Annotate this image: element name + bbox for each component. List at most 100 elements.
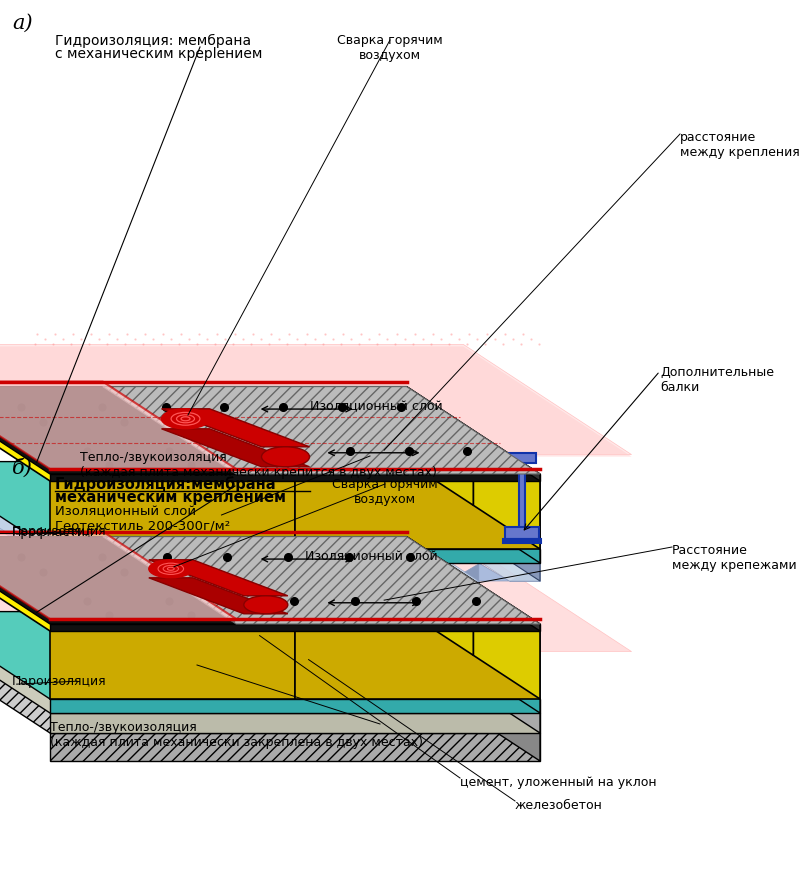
Polygon shape bbox=[0, 386, 540, 474]
Polygon shape bbox=[149, 560, 288, 596]
Polygon shape bbox=[192, 494, 356, 581]
Polygon shape bbox=[162, 429, 310, 467]
Text: Тепло-/звукоизоляция
(каждая плита механически закреплена в двух местах): Тепло-/звукоизоляция (каждая плита механ… bbox=[50, 721, 423, 749]
Polygon shape bbox=[314, 494, 478, 581]
Polygon shape bbox=[162, 393, 474, 437]
Text: Изоляционный слой: Изоляционный слой bbox=[55, 505, 196, 518]
Polygon shape bbox=[356, 563, 387, 581]
Polygon shape bbox=[418, 563, 448, 581]
Polygon shape bbox=[173, 563, 203, 581]
Polygon shape bbox=[0, 393, 228, 437]
Polygon shape bbox=[0, 476, 81, 563]
Text: с механическим крeplением: с механическим крeplением bbox=[55, 47, 262, 61]
Polygon shape bbox=[0, 437, 295, 481]
Polygon shape bbox=[502, 538, 541, 543]
Text: Геотекстиль 200-300г/м²: Геотекстиль 200-300г/м² bbox=[55, 519, 230, 532]
Polygon shape bbox=[406, 393, 474, 505]
Polygon shape bbox=[376, 494, 540, 581]
Polygon shape bbox=[346, 476, 510, 563]
Polygon shape bbox=[0, 476, 142, 563]
Polygon shape bbox=[510, 563, 540, 581]
Polygon shape bbox=[102, 537, 540, 624]
Polygon shape bbox=[228, 587, 540, 631]
Text: Профнастил: Профнастил bbox=[12, 526, 94, 539]
Polygon shape bbox=[39, 476, 203, 563]
Polygon shape bbox=[406, 386, 540, 481]
Polygon shape bbox=[0, 461, 540, 549]
Polygon shape bbox=[50, 713, 540, 733]
Text: цемент, уложенный на уклон: цемент, уложенный на уклон bbox=[460, 776, 657, 789]
Polygon shape bbox=[474, 437, 540, 549]
Polygon shape bbox=[0, 382, 236, 469]
Ellipse shape bbox=[244, 596, 288, 614]
Text: Сварка горячим
воздухом: Сварка горячим воздухом bbox=[337, 34, 443, 62]
Polygon shape bbox=[162, 409, 310, 447]
Polygon shape bbox=[264, 563, 295, 581]
Polygon shape bbox=[295, 563, 326, 581]
Polygon shape bbox=[406, 612, 540, 713]
Text: железобетон: железобетон bbox=[515, 799, 603, 812]
Polygon shape bbox=[0, 625, 540, 713]
Text: Расстояние
между крепежами: Расстояние между крепежами bbox=[672, 544, 797, 572]
Polygon shape bbox=[223, 476, 387, 563]
Polygon shape bbox=[111, 563, 142, 581]
Polygon shape bbox=[50, 474, 540, 481]
Polygon shape bbox=[448, 563, 478, 581]
Text: Сварка горячим
воздухом: Сварка горячим воздухом bbox=[332, 478, 438, 506]
Ellipse shape bbox=[162, 409, 210, 429]
Polygon shape bbox=[50, 549, 540, 563]
Polygon shape bbox=[70, 494, 234, 581]
Polygon shape bbox=[406, 476, 540, 581]
Polygon shape bbox=[149, 578, 288, 614]
Polygon shape bbox=[50, 733, 540, 761]
Polygon shape bbox=[142, 563, 173, 581]
Polygon shape bbox=[478, 563, 510, 581]
Polygon shape bbox=[406, 625, 540, 733]
Text: расстояние
между креплениями: расстояние между креплениями bbox=[680, 131, 800, 159]
Text: Гидроизоляция: мембрана: Гидроизоляция: мембрана bbox=[55, 34, 251, 48]
Text: Тепло-/звукоизоляция
(каждая плита механически крепится в двух местах): Тепло-/звукоизоляция (каждая плита механ… bbox=[80, 451, 437, 479]
Polygon shape bbox=[0, 646, 540, 733]
Polygon shape bbox=[50, 563, 81, 581]
Polygon shape bbox=[102, 386, 540, 474]
Polygon shape bbox=[0, 587, 295, 631]
Text: Гидроизоляция:мембрана: Гидроизоляция:мембрана bbox=[55, 476, 277, 492]
Polygon shape bbox=[50, 481, 295, 549]
Polygon shape bbox=[326, 563, 356, 581]
Polygon shape bbox=[505, 527, 538, 538]
Polygon shape bbox=[50, 631, 295, 699]
Polygon shape bbox=[100, 476, 264, 563]
Text: Пароизоляция: Пароизоляция bbox=[12, 675, 106, 687]
Polygon shape bbox=[0, 347, 632, 457]
Polygon shape bbox=[254, 494, 418, 581]
Text: Пароизоляция: Пароизоляция bbox=[12, 525, 106, 538]
Polygon shape bbox=[406, 646, 540, 761]
Polygon shape bbox=[0, 531, 236, 619]
Polygon shape bbox=[518, 458, 525, 533]
Text: Дополнительные
балки: Дополнительные балки bbox=[660, 366, 774, 394]
Polygon shape bbox=[508, 453, 536, 463]
Polygon shape bbox=[0, 544, 228, 587]
Polygon shape bbox=[474, 587, 540, 699]
Text: б): б) bbox=[12, 458, 33, 478]
Polygon shape bbox=[295, 631, 540, 699]
Polygon shape bbox=[406, 461, 540, 563]
Text: а): а) bbox=[12, 14, 33, 33]
Polygon shape bbox=[228, 437, 540, 481]
Polygon shape bbox=[0, 494, 111, 581]
Polygon shape bbox=[162, 476, 326, 563]
Polygon shape bbox=[295, 481, 540, 549]
Polygon shape bbox=[0, 344, 632, 454]
Polygon shape bbox=[406, 537, 540, 631]
Polygon shape bbox=[0, 612, 540, 699]
Text: Изоляционный слой: Изоляционный слой bbox=[310, 400, 442, 413]
Polygon shape bbox=[162, 544, 474, 587]
Ellipse shape bbox=[262, 447, 310, 467]
Polygon shape bbox=[50, 624, 540, 631]
Polygon shape bbox=[406, 544, 474, 655]
Text: Изоляционный слой: Изоляционный слой bbox=[305, 550, 438, 563]
Polygon shape bbox=[284, 476, 448, 563]
Polygon shape bbox=[387, 563, 418, 581]
Polygon shape bbox=[9, 494, 173, 581]
Text: механическим креплением: механическим креплением bbox=[55, 490, 286, 505]
